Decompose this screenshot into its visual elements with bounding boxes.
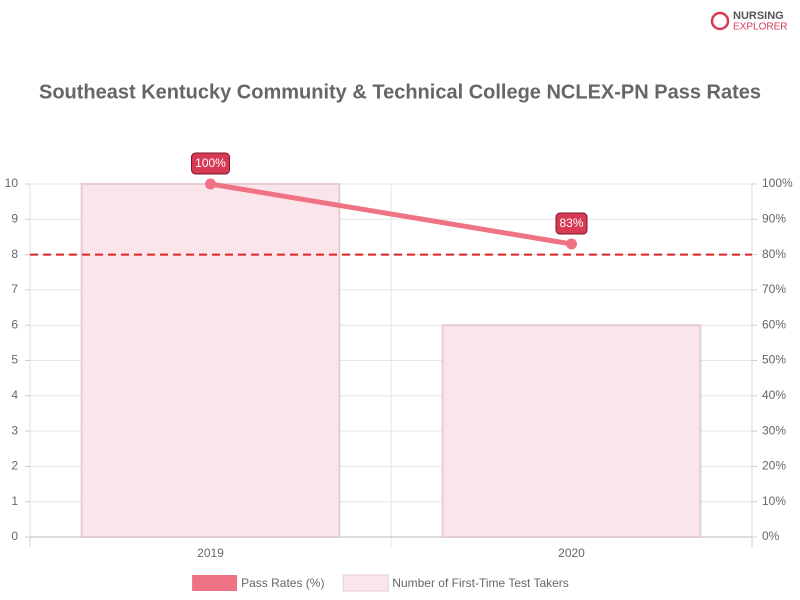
y2-tick-label: 60% [762,317,786,331]
data-label: 100% [195,156,226,170]
logo-text: EXPLORER [733,22,787,33]
line [210,181,572,247]
y2-tick-label: 0% [762,529,780,543]
legend-swatch [342,574,389,592]
y2-tick-label: 90% [762,211,786,225]
y-tick-label: 0 [11,529,18,543]
y-tick-label: 5 [11,353,18,367]
y-tick-label: 2 [11,459,18,473]
point [205,178,216,190]
y2-tick-label: 20% [762,459,786,473]
y2-tick-label: 70% [762,282,786,296]
legend-swatch [192,575,238,591]
y2-tick-label: 100% [762,176,793,190]
data-label: 83% [559,216,583,230]
y-tick-label: 3 [11,423,18,437]
point [566,238,577,250]
y2-tick-label: 30% [762,423,786,437]
y-tick-label: 8 [11,247,18,261]
y-tick-label: 4 [11,388,18,402]
x-tick-label: 2019 [197,546,224,560]
legend: Pass Rates (%) Number of First-Time Test … [192,574,569,592]
y-tick-label: 6 [11,317,18,331]
y-tick-label: 7 [11,282,18,296]
y-tick-label: 10 [5,176,19,190]
bar [441,324,702,539]
logo-text: NURSING [733,10,784,22]
y2-tick-label: 10% [762,494,786,508]
logo-icon [710,11,730,31]
logo: NURSING EXPLORER [710,10,787,33]
y-tick-label: 9 [11,211,18,225]
y2-tick-label: 80% [762,247,786,261]
chart-title: Southeast Kentucky Community & Technical… [39,81,761,103]
bar [80,183,341,538]
x-tick-label: 2020 [558,546,585,560]
y-tick-label: 1 [11,494,18,508]
label-box [555,212,588,235]
label-box [191,152,230,175]
y2-tick-label: 40% [762,388,786,402]
y2-tick-label: 50% [762,353,786,367]
legend-label: Number of First-Time Test Takers [392,576,568,590]
legend-label: Pass Rates (%) [241,576,324,590]
